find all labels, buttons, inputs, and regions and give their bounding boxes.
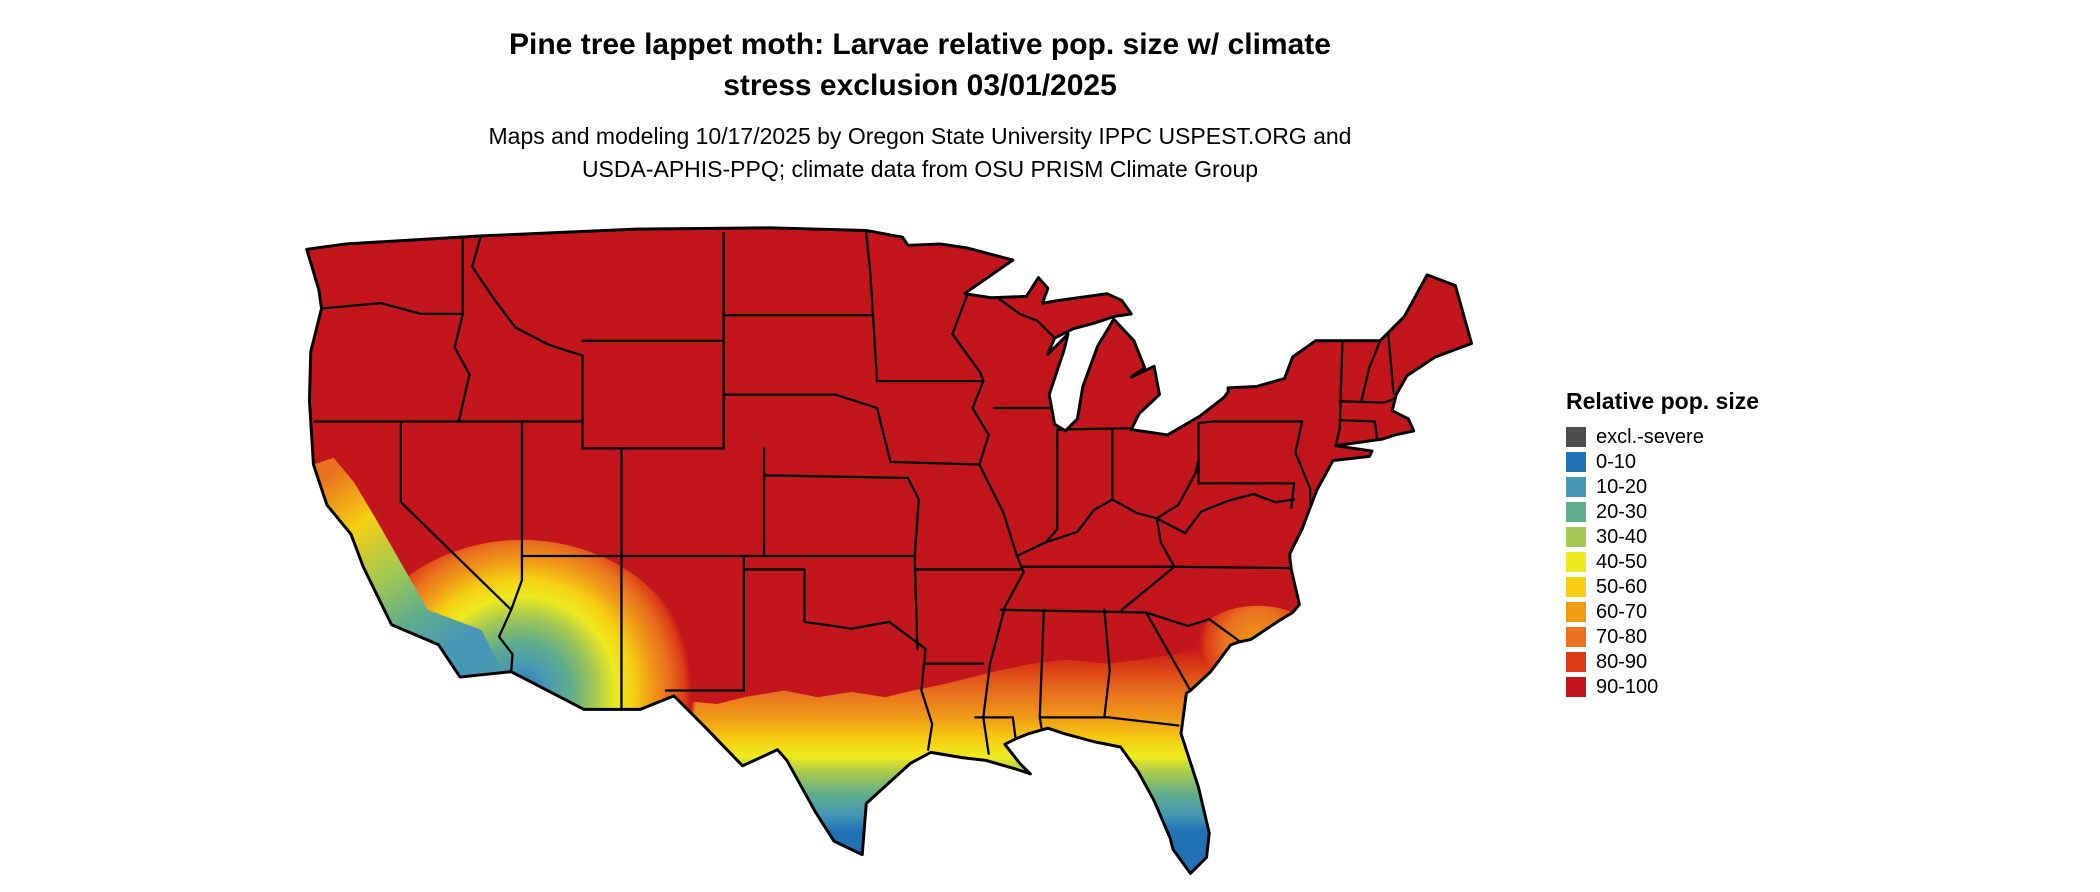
legend-item: 0-10 — [1566, 452, 1866, 472]
legend-item: 70-80 — [1566, 627, 1866, 647]
us-map-svg — [305, 226, 1474, 875]
legend-title: Relative pop. size — [1566, 388, 1760, 414]
legend-item: 10-20 — [1566, 477, 1866, 497]
legend-item-label: 50-60 — [1596, 576, 1648, 598]
legend-item: excl.-severe — [1566, 427, 1866, 447]
legend-item: 50-60 — [1566, 577, 1866, 597]
map-gradient-california-coast — [313, 457, 502, 678]
legend-item: 20-30 — [1566, 502, 1866, 522]
legend-item: 90-100 — [1566, 677, 1866, 697]
legend-swatch — [1566, 427, 1586, 447]
legend-item: 30-40 — [1566, 527, 1866, 547]
legend-swatch — [1566, 502, 1586, 522]
legend-item-label: 90-100 — [1596, 676, 1659, 698]
figure-subtitle-line1: Maps and modeling 10/17/2025 by Oregon S… — [488, 123, 1352, 149]
figure-subtitle-line2: USDA-APHIS-PPQ; climate data from OSU PR… — [581, 156, 1259, 182]
legend-item-label: excl.-severe — [1596, 426, 1704, 448]
us-map — [300, 226, 1524, 886]
legend-swatch — [1566, 577, 1586, 597]
figure-subtitle: Maps and modeling 10/17/2025 by Oregon S… — [0, 120, 1840, 186]
legend-swatch — [1566, 552, 1586, 572]
legend-swatch — [1566, 677, 1586, 697]
legend-item-label: 40-50 — [1596, 551, 1648, 573]
figure-title-line1: Pine tree lappet moth: Larvae relative p… — [509, 28, 1331, 61]
legend-item: 80-90 — [1566, 652, 1866, 672]
legend-item-label: 20-30 — [1596, 501, 1648, 523]
legend-swatch — [1566, 652, 1586, 672]
legend-item: 60-70 — [1566, 602, 1866, 622]
legend-item: 40-50 — [1566, 552, 1866, 572]
legend-swatch — [1566, 602, 1586, 622]
legend-item-label: 0-10 — [1596, 451, 1637, 473]
figure-title: Pine tree lappet moth: Larvae relative p… — [0, 24, 1840, 106]
legend-item-label: 30-40 — [1596, 526, 1648, 548]
legend-swatch — [1566, 452, 1586, 472]
map-gradient-carolina-coast — [1195, 605, 1320, 682]
legend-swatch — [1566, 527, 1586, 547]
legend-item-label: 60-70 — [1596, 601, 1648, 623]
state-borders — [313, 232, 1397, 755]
figure-title-line2: stress exclusion 03/01/2025 — [723, 69, 1117, 102]
legend-item-label: 10-20 — [1596, 476, 1648, 498]
legend-swatch — [1566, 477, 1586, 497]
legend-swatch — [1566, 627, 1586, 647]
legend-item-label: 70-80 — [1596, 626, 1648, 648]
legend: Relative pop. size excl.-severe 0-10 10-20… — [1566, 388, 1866, 702]
legend-items: excl.-severe 0-10 10-20 20-30 30-40 40-50 50-6… — [1566, 427, 1866, 697]
legend-item-label: 80-90 — [1596, 651, 1648, 673]
us-outline — [305, 226, 1474, 875]
